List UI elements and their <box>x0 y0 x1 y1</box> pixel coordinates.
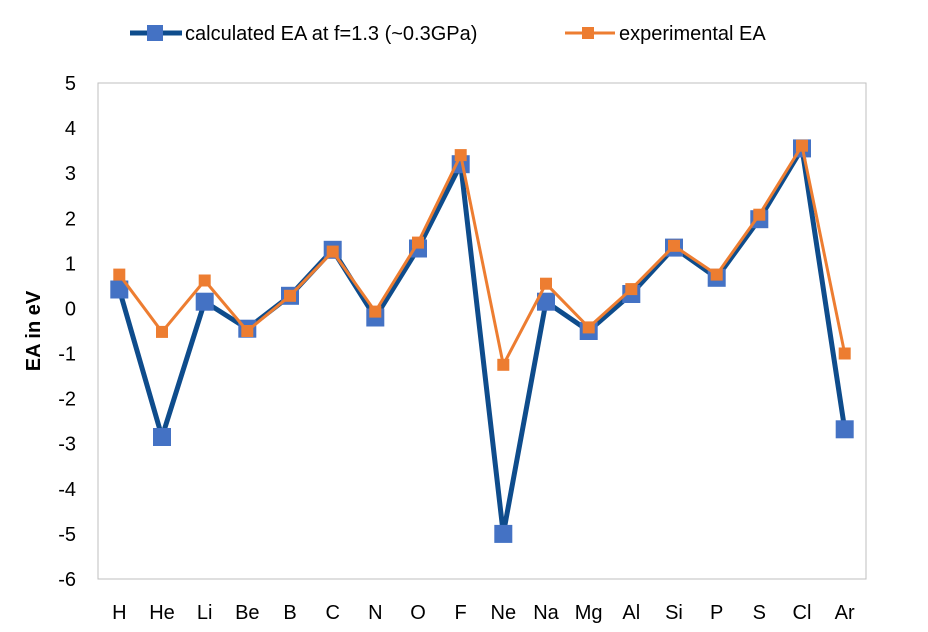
data-point <box>454 149 467 162</box>
y-tick-label: 2 <box>65 208 76 230</box>
x-axis: H He Li Be B C N O F Ne Na Mg Al Si P S Cl Ar <box>112 602 855 624</box>
data-point <box>710 268 723 281</box>
y-tick-label: 1 <box>65 253 76 275</box>
y-axis: 5 4 3 2 1 0 -1 -2 -3 -4 -5 -6 <box>58 73 76 591</box>
x-tick-label: S <box>753 602 766 624</box>
x-tick-label: Be <box>235 602 259 624</box>
legend-item-experimental: experimental EA <box>565 23 766 45</box>
x-tick-label: Ne <box>491 602 517 624</box>
data-point <box>156 325 168 338</box>
y-tick-label: 4 <box>65 118 76 140</box>
series-experimental <box>113 139 851 371</box>
x-tick-label: F <box>455 602 467 624</box>
data-point <box>494 524 513 543</box>
legend: calculated EA at f=1.3 (~0.3GPa) experim… <box>130 23 766 45</box>
data-point <box>582 321 595 334</box>
x-tick-label: Na <box>533 602 559 624</box>
x-tick-label: Cl <box>793 602 812 624</box>
y-axis-title: EA in eV <box>23 290 45 371</box>
data-point <box>412 236 424 249</box>
y-tick-label: 3 <box>65 163 76 185</box>
data-point <box>668 239 680 252</box>
y-tick-label: -5 <box>58 524 76 546</box>
x-tick-label: C <box>325 602 339 624</box>
y-tick-label: -1 <box>58 344 76 366</box>
data-point <box>198 274 211 287</box>
data-point <box>540 277 552 290</box>
x-tick-label: N <box>368 602 382 624</box>
data-point <box>497 358 510 371</box>
y-tick-label: -4 <box>58 479 76 501</box>
data-point <box>835 420 854 439</box>
data-point <box>284 289 296 302</box>
legend-swatch-marker-experimental <box>582 27 594 39</box>
data-point <box>369 305 382 318</box>
data-point <box>753 208 766 221</box>
data-point <box>625 283 638 296</box>
x-tick-label: B <box>283 602 296 624</box>
legend-label-calculated: calculated EA at f=1.3 (~0.3GPa) <box>185 23 477 45</box>
data-point <box>241 325 254 337</box>
x-tick-label: Ar <box>835 602 855 624</box>
data-point <box>195 292 214 311</box>
series-layer <box>110 139 854 543</box>
legend-swatch-marker-calculated <box>147 25 163 41</box>
y-tick-label: -3 <box>58 434 76 456</box>
y-tick-label: 0 <box>65 298 76 320</box>
x-tick-label: O <box>410 602 426 624</box>
data-point <box>153 428 171 446</box>
y-tick-label: 5 <box>65 73 76 95</box>
data-point <box>838 347 851 360</box>
data-point <box>110 280 129 299</box>
x-tick-label: He <box>149 602 175 624</box>
x-tick-label: Al <box>622 602 640 624</box>
x-tick-label: Li <box>197 602 213 624</box>
data-point <box>537 292 555 311</box>
x-tick-label: Si <box>665 602 683 624</box>
series-line <box>118 141 847 370</box>
data-point <box>796 139 808 152</box>
x-tick-label: Mg <box>575 602 603 624</box>
legend-item-calculated: calculated EA at f=1.3 (~0.3GPa) <box>130 23 477 45</box>
y-tick-label: -2 <box>58 389 76 411</box>
x-tick-label: P <box>710 602 723 624</box>
legend-label-experimental: experimental EA <box>619 23 766 45</box>
x-tick-label: H <box>112 602 126 624</box>
data-point <box>113 268 126 281</box>
data-point <box>326 245 339 258</box>
y-tick-label: -6 <box>58 569 76 591</box>
